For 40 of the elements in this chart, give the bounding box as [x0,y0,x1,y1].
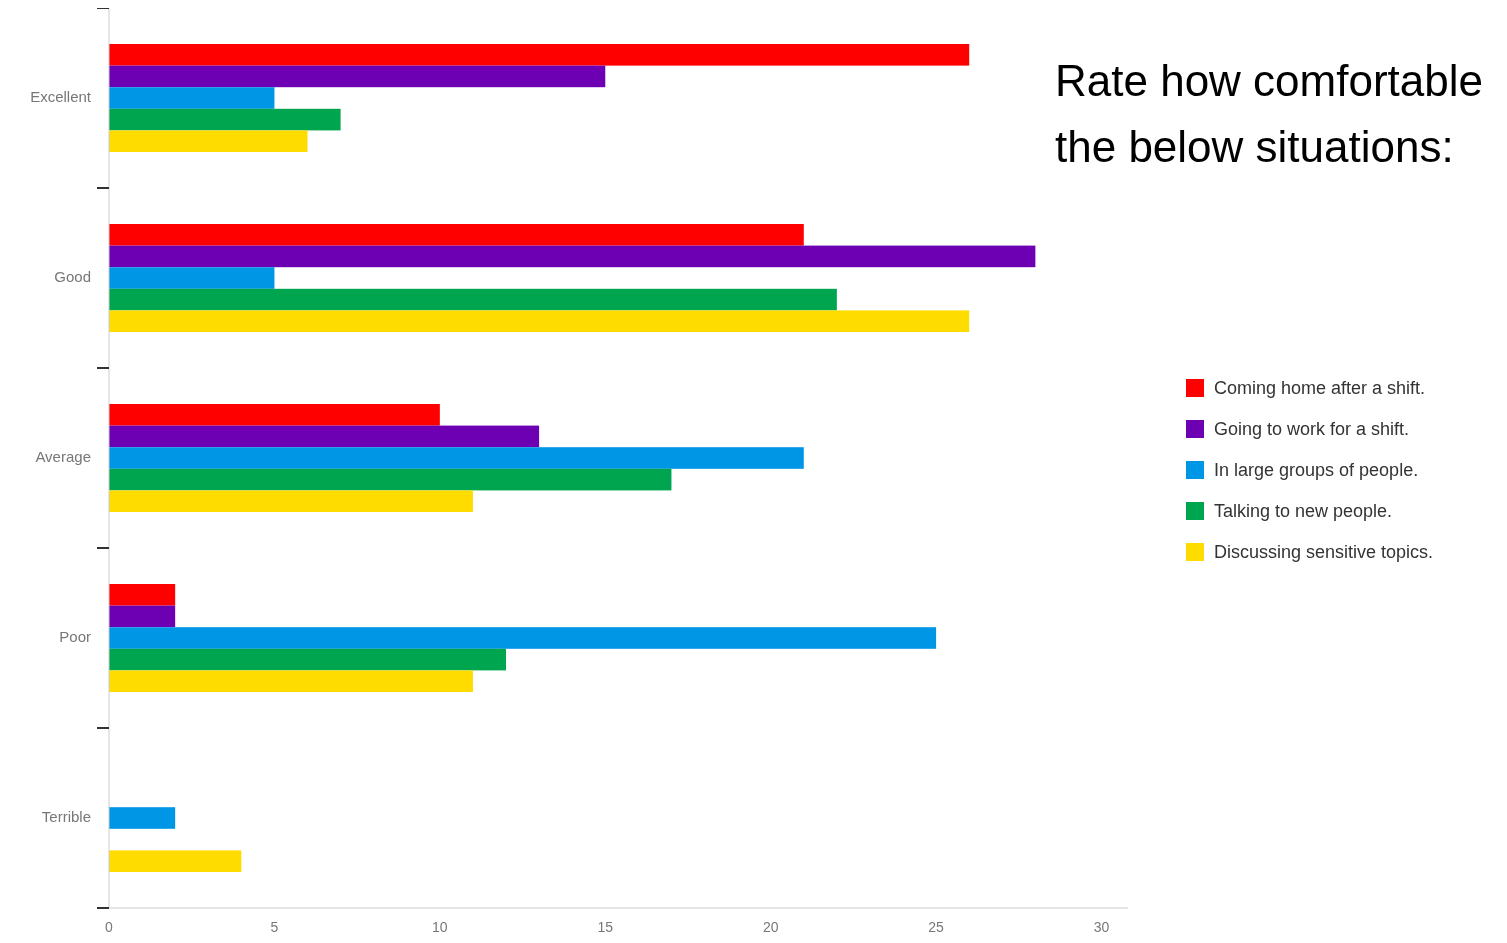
text: Rate how comfortable the below situations: [1055,56,1483,171]
x-tick-label: 30 [1093,919,1110,935]
y-tick-label: Poor [59,627,91,645]
bar [109,627,937,649]
x-tick-label: 0 [105,919,114,935]
bar [109,670,473,692]
x-tick-label: 20 [762,919,779,935]
bar [109,447,804,469]
legend-label: In large groups of people. [1214,459,1419,480]
bar [109,224,804,246]
bar [109,288,837,311]
y-tick-label: Terrible [41,807,91,825]
legend-label: Going to work for a shift. [1214,418,1410,439]
bar [109,310,970,332]
bar [109,65,606,88]
bar [109,425,540,448]
bar [109,490,473,512]
bar [109,44,970,66]
bar [109,245,1036,268]
legend-label: Talking to new people. [1214,500,1393,521]
bar [109,605,176,628]
x-tick-label: 5 [270,919,279,935]
bar [109,850,242,872]
bar [109,108,341,131]
y-tick-label: Average [35,447,91,465]
bar [109,468,672,491]
legend-label: Discussing sensitive topics. [1214,541,1434,562]
bar [109,130,308,152]
x-tick-label: 15 [597,919,614,935]
bar [109,807,176,829]
y-tick-label: Excellent [30,87,92,105]
x-tick-label: 25 [928,919,945,935]
bar [109,404,440,426]
legend-label: Coming home after a shift. [1214,377,1426,398]
bar [109,648,507,671]
y-tick-label: Good [54,267,91,285]
bar [109,87,275,109]
bar [109,584,176,606]
bar [109,267,275,289]
x-tick-label: 10 [432,919,448,935]
